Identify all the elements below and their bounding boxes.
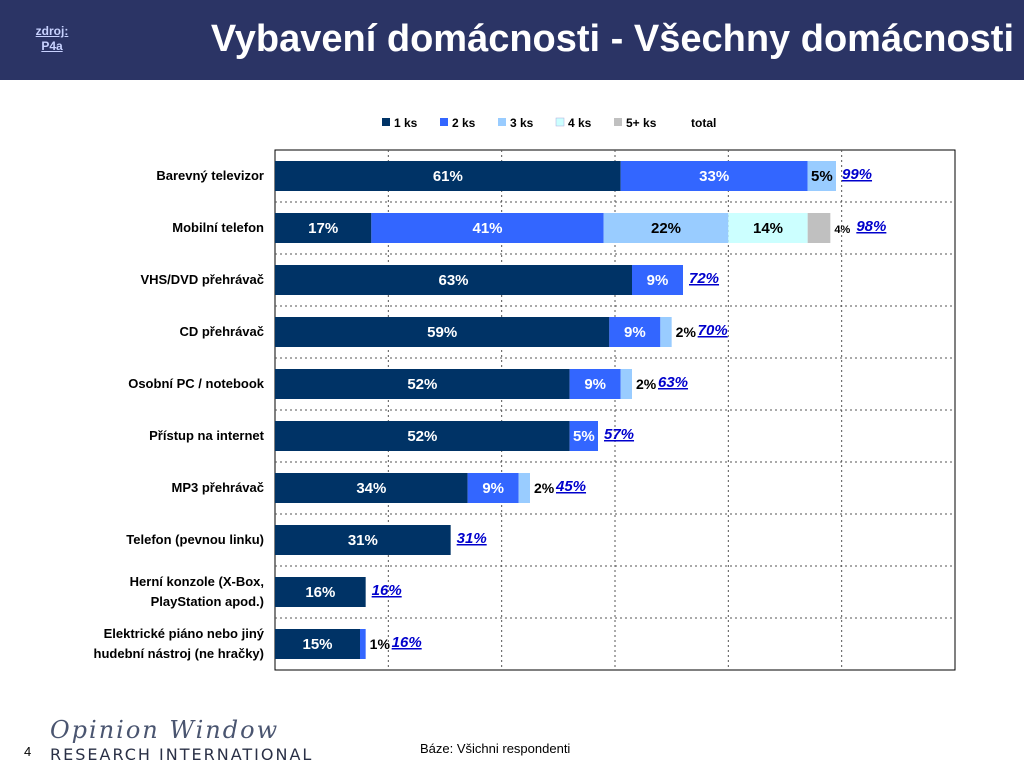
data-label: 52% (407, 376, 437, 393)
logo-script-text: Opinion Window (50, 716, 280, 744)
source-label-line1: zdroj: (35, 24, 69, 38)
bar-segment (807, 161, 836, 191)
bar-segment (632, 265, 683, 295)
data-label: 14% (753, 220, 783, 237)
bar-segment (660, 317, 672, 347)
category-label: CD přehrávač (179, 324, 264, 339)
legend-swatch-5 (614, 118, 622, 126)
category-label: Herní konzole (X-Box, (130, 574, 264, 589)
chart-svg: 1 ks 2 ks 3 ks 4 ks 5+ ks total Barevný televi… (94, 116, 956, 671)
total-label: 72% (689, 270, 719, 287)
total-label: 70% (698, 322, 728, 339)
data-label: 9% (624, 324, 646, 341)
page-number: 4 (24, 744, 32, 759)
bar-segment (620, 369, 632, 399)
data-label: 1% (370, 636, 391, 652)
legend-label-1: 1 ks (394, 116, 418, 130)
stacked-bar-chart: 1 ks 2 ks 3 ks 4 ks 5+ ks total Barevný televi… (0, 80, 1024, 700)
legend-swatch-4 (555, 117, 565, 127)
total-label: 31% (457, 530, 487, 547)
legend-label-total: total (691, 116, 716, 130)
bar-segment (518, 473, 530, 503)
data-label: 59% (427, 324, 457, 341)
data-label: 15% (302, 636, 332, 653)
title-bar: zdroj: P4a Vybavení domácnosti - Všechny… (0, 0, 1024, 80)
bar-segment (275, 265, 632, 295)
data-label: 52% (407, 428, 437, 445)
legend-label-3: 3 ks (510, 116, 534, 130)
bar-segment (609, 317, 661, 347)
total-label: 57% (604, 426, 634, 443)
data-label: 16% (305, 584, 335, 601)
category-label: PlayStation apod.) (151, 594, 264, 609)
total-label: 45% (555, 478, 586, 495)
data-label: 61% (433, 168, 463, 185)
legend-swatch-3 (498, 118, 506, 126)
page-title: Vybavení domácnosti - Všechny domácnosti (210, 18, 1014, 60)
data-label: 63% (438, 272, 468, 289)
bar-segment (275, 421, 570, 451)
data-label: 41% (472, 220, 502, 237)
legend-swatch-2 (440, 118, 448, 126)
total-label: 16% (372, 582, 402, 599)
data-label: 34% (356, 480, 386, 497)
legend-swatch-1 (382, 118, 390, 126)
data-label: 5% (811, 168, 833, 185)
data-label: 5% (573, 428, 595, 445)
data-label: 2% (534, 480, 555, 496)
category-label: Telefon (pevnou linku) (126, 532, 264, 547)
category-label: Elektrické piáno nebo jiný (104, 626, 265, 641)
data-label: 31% (348, 532, 378, 549)
data-label: 17% (308, 220, 338, 237)
total-label: 98% (856, 218, 886, 235)
bar-segment (807, 213, 831, 243)
category-label: Mobilní telefon (172, 220, 264, 235)
category-label: Barevný televizor (156, 168, 264, 183)
logo-company-text: RESEARCH INTERNATIONAL (50, 745, 314, 764)
data-label: 9% (584, 376, 606, 393)
bar-segment (275, 317, 610, 347)
category-label: VHS/DVD přehrávač (140, 272, 264, 287)
bar-segment (360, 629, 366, 659)
legend-label-2: 2 ks (452, 116, 476, 130)
category-label: Osobní PC / notebook (128, 376, 265, 391)
total-label: 63% (658, 374, 688, 391)
bar-segment (569, 421, 598, 451)
bar-segment (275, 213, 372, 243)
bar-segment (603, 213, 729, 243)
total-label: 16% (392, 634, 422, 651)
data-label: 9% (647, 272, 669, 289)
category-label: hudební nástroj (ne hračky) (94, 646, 264, 661)
legend-label-5: 5+ ks (626, 116, 657, 130)
source-link[interactable]: zdroj: P4a (30, 24, 74, 54)
category-label: Přístup na internet (149, 428, 265, 443)
data-label: 4% (834, 224, 850, 236)
data-label: 2% (636, 376, 657, 392)
bar-segment (275, 369, 570, 399)
bar-segment (275, 161, 621, 191)
bar-segment (569, 369, 621, 399)
total-label: 99% (842, 166, 872, 183)
bar-segment (728, 213, 808, 243)
source-label-line2: P4a (41, 39, 63, 53)
bar-segment (275, 525, 451, 555)
base-note: Báze: Všichni respondenti (420, 741, 571, 756)
company-logo: Opinion Window RESEARCH INTERNATIONAL (50, 716, 311, 766)
data-label: 33% (699, 168, 729, 185)
bar-segment (275, 629, 360, 659)
bar-segment (371, 213, 604, 243)
bar-segment (275, 577, 366, 607)
category-label: MP3 přehrávač (172, 480, 265, 495)
bar-segment (467, 473, 519, 503)
legend-label-4: 4 ks (568, 116, 592, 130)
data-label: 9% (482, 480, 504, 497)
data-label: 22% (651, 220, 681, 237)
data-label: 2% (676, 324, 697, 340)
bar-segment (620, 161, 808, 191)
bar-segment (275, 473, 468, 503)
